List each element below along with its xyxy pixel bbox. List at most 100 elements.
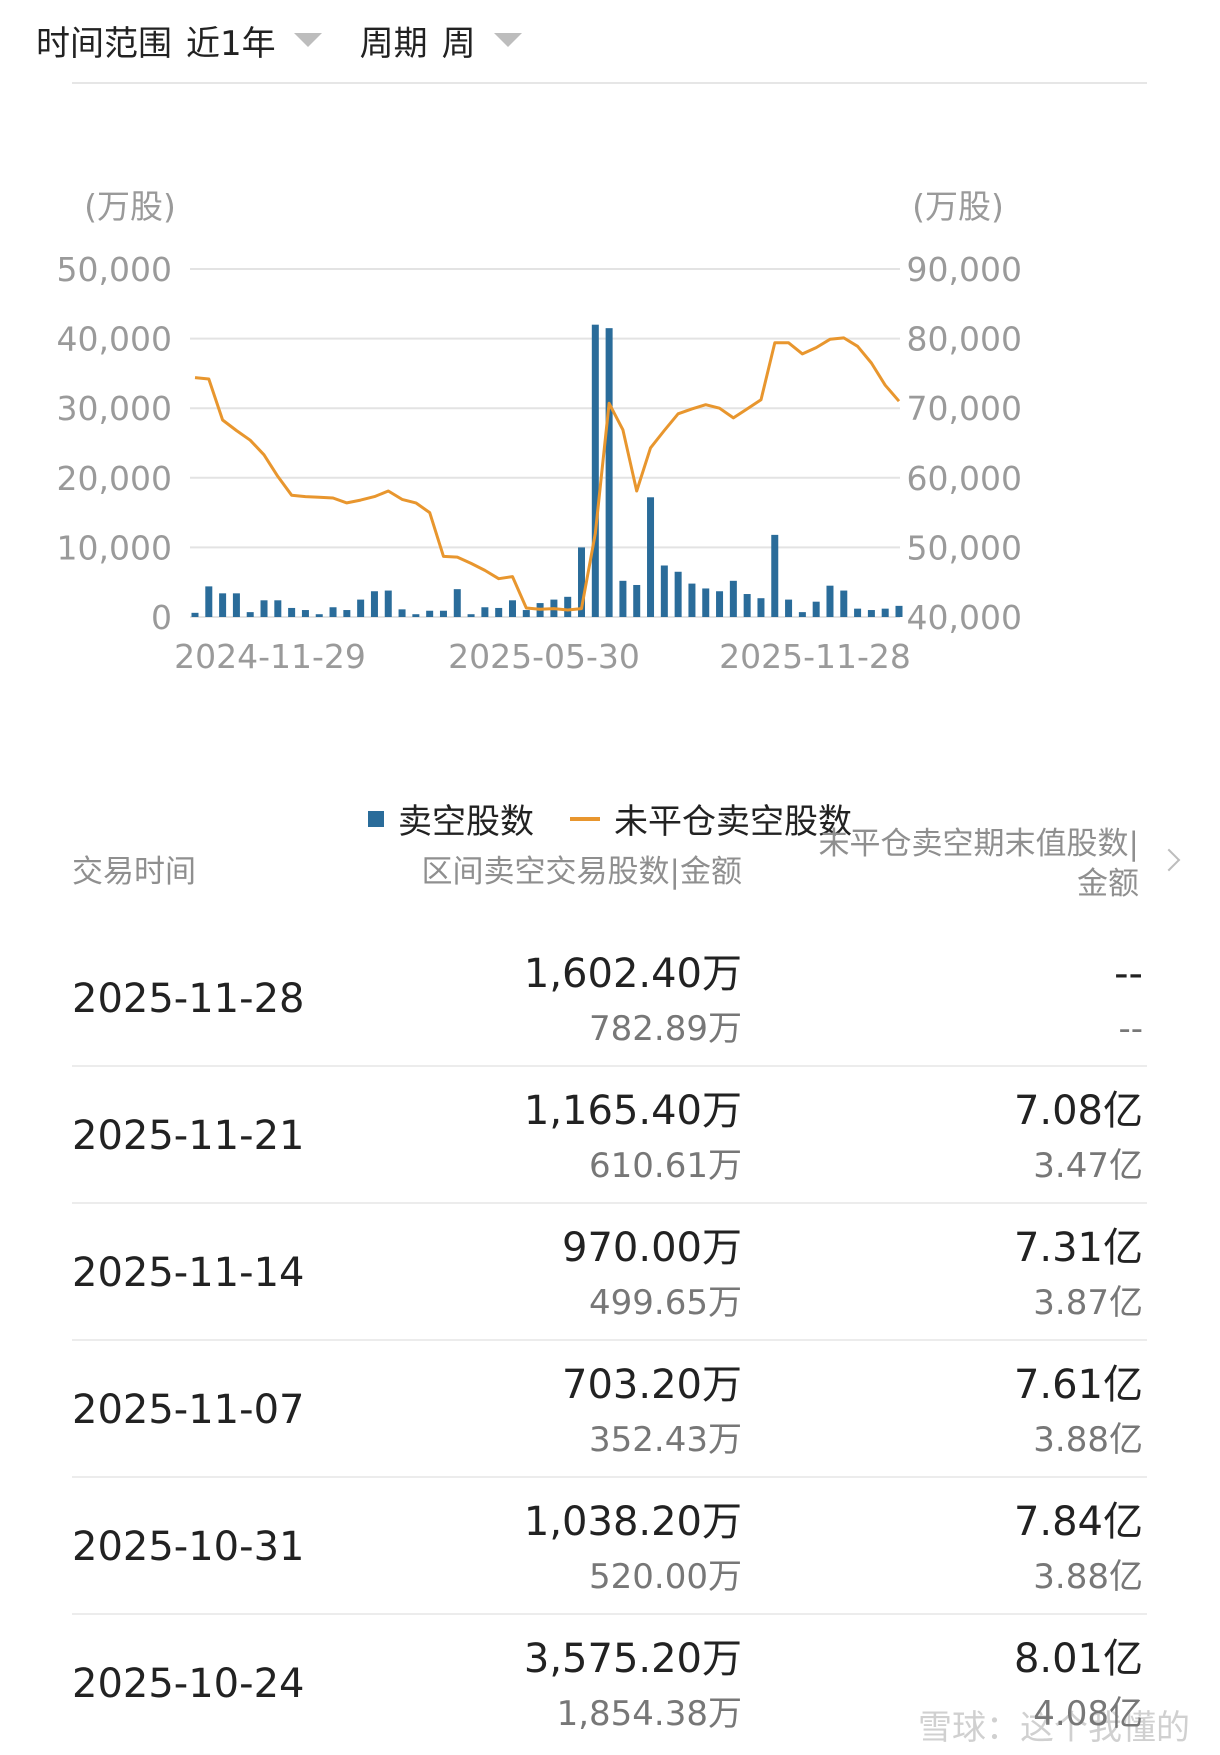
row-shares: 703.20万	[562, 1362, 742, 1408]
short-shares-bar	[301, 610, 309, 617]
x-tick-label: 2024-11-29	[174, 637, 366, 676]
left-tick-label: 40,000	[57, 320, 172, 359]
header-open-short[interactable]: 未平仓卖空期末值股数| 金额	[779, 824, 1139, 904]
short-shares-bar	[412, 614, 420, 617]
row-open-values: 7.84亿 3.88亿	[1014, 1494, 1143, 1604]
short-selling-chart: (万股) (万股) 0 40,000 10,000 50,000 20,000 60,000 3…	[0, 84, 1220, 842]
dropdown-triangle-icon[interactable]	[293, 33, 322, 47]
short-shares-bar	[288, 607, 296, 617]
table-row[interactable]: 2025-10-31 1,038.20万 520.00万 7.84亿 3.88亿	[72, 1478, 1147, 1615]
row-open-values: 8.01亿 4.08亿	[1014, 1631, 1143, 1741]
short-shares-bar	[702, 588, 710, 617]
short-shares-bar	[578, 547, 586, 617]
short-shares-bar	[660, 565, 668, 617]
right-tick-label: 60,000	[907, 459, 1022, 498]
row-shares: 1,165.40万	[523, 1088, 742, 1134]
row-interval-values: 1,038.20万 520.00万	[524, 1494, 742, 1604]
table-row[interactable]: 2025-10-24 3,575.20万 1,854.38万 8.01亿 4.08亿	[72, 1615, 1147, 1750]
header-open-short-line2: 金额	[1077, 866, 1139, 902]
short-shares-bar	[315, 614, 323, 617]
short-shares-bar	[798, 612, 806, 617]
table-row[interactable]: 2025-11-21 1,165.40万 610.61万 7.08亿 3.47亿	[72, 1067, 1147, 1204]
short-shares-bar	[647, 497, 655, 617]
short-shares-bar	[895, 605, 903, 617]
right-tick-label: 50,000	[907, 528, 1022, 567]
row-open-shares: 7.31亿	[1013, 1225, 1143, 1271]
short-shares-bar	[826, 585, 834, 617]
short-selling-table: 交易时间 区间卖空交易股数|金额 未平仓卖空期末值股数| 金额 2025-11-…	[72, 810, 1181, 1750]
open-short-line	[194, 336, 901, 612]
row-amount: 352.43万	[589, 1420, 742, 1460]
right-axis-unit: (万股)	[912, 187, 1004, 226]
row-open-values: 7.31亿 3.87亿	[1014, 1220, 1143, 1330]
short-shares-bar	[260, 600, 268, 617]
short-shares-bar	[854, 608, 862, 617]
period-value[interactable]: 周	[441, 23, 476, 64]
short-shares-bar	[591, 324, 599, 617]
short-shares-bar	[343, 610, 351, 617]
short-shares-bar	[426, 610, 434, 617]
x-tick-label: 2025-05-30	[448, 637, 640, 676]
header-interval-amount: 区间卖空交易股数|金额	[421, 854, 742, 890]
short-shares-bar	[743, 594, 751, 617]
short-shares-bar	[191, 612, 199, 617]
row-date: 2025-10-24	[72, 1661, 305, 1707]
short-shares-bar	[495, 607, 503, 617]
short-shares-bar	[370, 591, 378, 617]
x-tick-label: 2025-11-28	[719, 637, 911, 676]
filter-divider	[72, 82, 1147, 84]
short-shares-bar	[508, 600, 516, 617]
row-date: 2025-11-21	[72, 1113, 305, 1159]
short-shares-bar	[384, 590, 392, 617]
period-filter[interactable]: 周期 周	[360, 16, 522, 65]
left-tick-label: 10,000	[57, 528, 172, 567]
table-row[interactable]: 2025-11-07 703.20万 352.43万 7.61亿 3.88亿	[72, 1341, 1147, 1478]
short-shares-bar	[867, 610, 875, 617]
row-open-shares: 7.84亿	[1013, 1499, 1143, 1545]
table-row[interactable]: 2025-11-28 1,602.40万 782.89万 -- --	[72, 930, 1147, 1067]
row-interval-values: 3,575.20万 1,854.38万	[524, 1631, 742, 1741]
short-shares-bar	[785, 599, 793, 617]
row-interval-values: 970.00万 499.65万	[562, 1220, 742, 1330]
chart-legend: 卖空股数 未平仓卖空股数	[0, 794, 1220, 843]
right-tick-label: 90,000	[907, 250, 1022, 289]
row-shares: 1,038.20万	[523, 1499, 742, 1545]
short-shares-bar	[439, 610, 447, 617]
row-shares: 970.00万	[562, 1225, 742, 1271]
left-tick-label: 50,000	[57, 250, 172, 289]
short-shares-bar	[619, 580, 627, 617]
row-date: 2025-11-14	[72, 1250, 305, 1296]
short-shares-bar	[688, 583, 696, 617]
time-range-value[interactable]: 近1年	[186, 23, 276, 64]
dropdown-triangle-icon[interactable]	[493, 33, 522, 47]
legend-item-short-shares[interactable]: 卖空股数	[368, 794, 534, 843]
short-shares-bar	[771, 534, 779, 617]
row-interval-values: 1,165.40万 610.61万	[524, 1083, 742, 1193]
legend-item-open-short[interactable]: 未平仓卖空股数	[570, 794, 852, 843]
row-date: 2025-10-31	[72, 1524, 305, 1570]
legend-label-short-shares: 卖空股数	[398, 802, 534, 842]
short-shares-bar	[274, 600, 282, 617]
time-range-filter[interactable]: 时间范围 近1年	[36, 16, 322, 65]
chevron-right-icon[interactable]	[1157, 848, 1181, 872]
short-shares-bar	[246, 612, 254, 617]
short-shares-bar	[481, 607, 489, 617]
short-shares-bar	[757, 598, 765, 617]
short-shares-bar	[467, 614, 475, 617]
chart-svg: (万股) (万股) 0 40,000 10,000 50,000 20,000 60,000 3…	[57, 187, 1022, 676]
table-row[interactable]: 2025-11-14 970.00万 499.65万 7.31亿 3.87亿	[72, 1204, 1147, 1341]
row-open-amount: 3.88亿	[1033, 1420, 1143, 1460]
row-amount: 499.65万	[589, 1283, 742, 1323]
left-axis-unit: (万股)	[84, 187, 176, 226]
short-shares-bar	[716, 591, 724, 617]
short-shares-bar	[840, 590, 848, 617]
row-open-shares: 7.08亿	[1013, 1088, 1143, 1134]
row-amount: 520.00万	[589, 1557, 742, 1597]
short-shares-bar	[633, 584, 641, 617]
left-tick-label: 30,000	[57, 389, 172, 428]
short-shares-bar	[605, 328, 613, 617]
short-shares-bar	[564, 596, 572, 617]
row-amount: 1,854.38万	[556, 1694, 742, 1734]
legend-bar-swatch	[368, 810, 384, 827]
table-body: 2025-11-28 1,602.40万 782.89万 -- -- 2025-11-21…	[72, 930, 1147, 1750]
